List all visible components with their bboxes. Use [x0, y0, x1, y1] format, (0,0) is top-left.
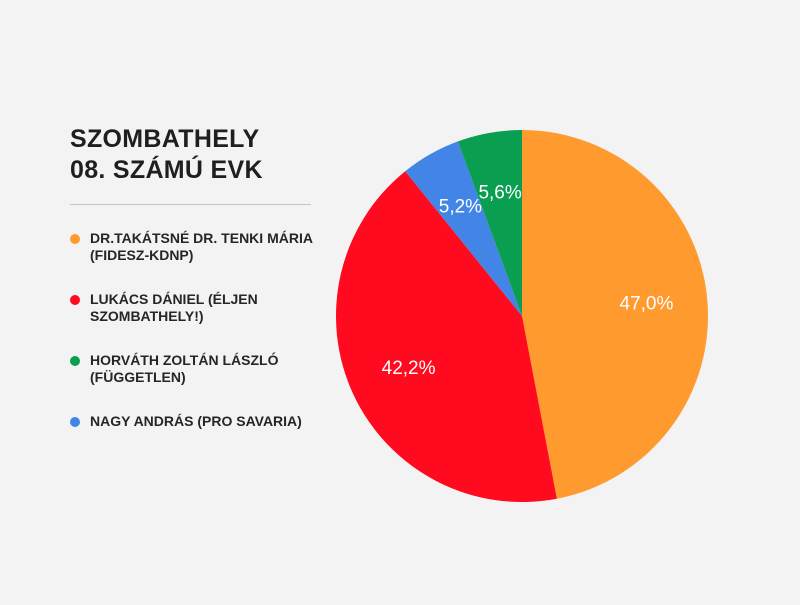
legend-swatch-nagy — [70, 417, 80, 427]
chart-title-line-2: 08. SZÁMÚ EVK — [70, 156, 263, 184]
legend-item-horvath: HORVÁTH ZOLTÁN LÁSZLÓ (FÜGGETLEN) — [70, 352, 320, 413]
legend-label-lukacs: LUKÁCS DÁNIEL (ÉLJEN SZOMBATHELY!) — [90, 291, 258, 324]
legend-label-takatsne: DR.TAKÁTSNÉ DR. TENKI MÁRIA (FIDESZ-KDNP… — [90, 230, 313, 263]
chart-legend: DR.TAKÁTSNÉ DR. TENKI MÁRIA (FIDESZ-KDNP… — [70, 230, 320, 474]
pie-slice-label: 5,6% — [478, 182, 521, 203]
pie-slice-label: 42,2% — [382, 358, 436, 379]
pie-slice — [405, 141, 522, 316]
legend-item-nagy: NAGY ANDRÁS (PRO SAVARIA) — [70, 413, 320, 474]
legend-label-nagy: NAGY ANDRÁS (PRO SAVARIA) — [90, 413, 302, 429]
title-divider — [70, 204, 311, 205]
legend-label-horvath: HORVÁTH ZOLTÁN LÁSZLÓ (FÜGGETLEN) — [90, 352, 279, 385]
legend-swatch-lukacs — [70, 295, 80, 305]
pie-slice — [522, 130, 708, 499]
chart-title-line-1: SZOMBATHELY — [70, 125, 260, 153]
legend-item-takatsne: DR.TAKÁTSNÉ DR. TENKI MÁRIA (FIDESZ-KDNP… — [70, 230, 320, 291]
pie-slice-label: 47,0% — [620, 294, 674, 315]
chart-title: SZOMBATHELY 08. SZÁMÚ EVK — [70, 124, 263, 186]
legend-item-lukacs: LUKÁCS DÁNIEL (ÉLJEN SZOMBATHELY!) — [70, 291, 320, 352]
legend-swatch-takatsne — [70, 234, 80, 244]
pie-slice — [336, 171, 557, 502]
pie-slice — [457, 130, 522, 316]
pie-slice-label: 5,2% — [439, 197, 482, 218]
legend-swatch-horvath — [70, 356, 80, 366]
